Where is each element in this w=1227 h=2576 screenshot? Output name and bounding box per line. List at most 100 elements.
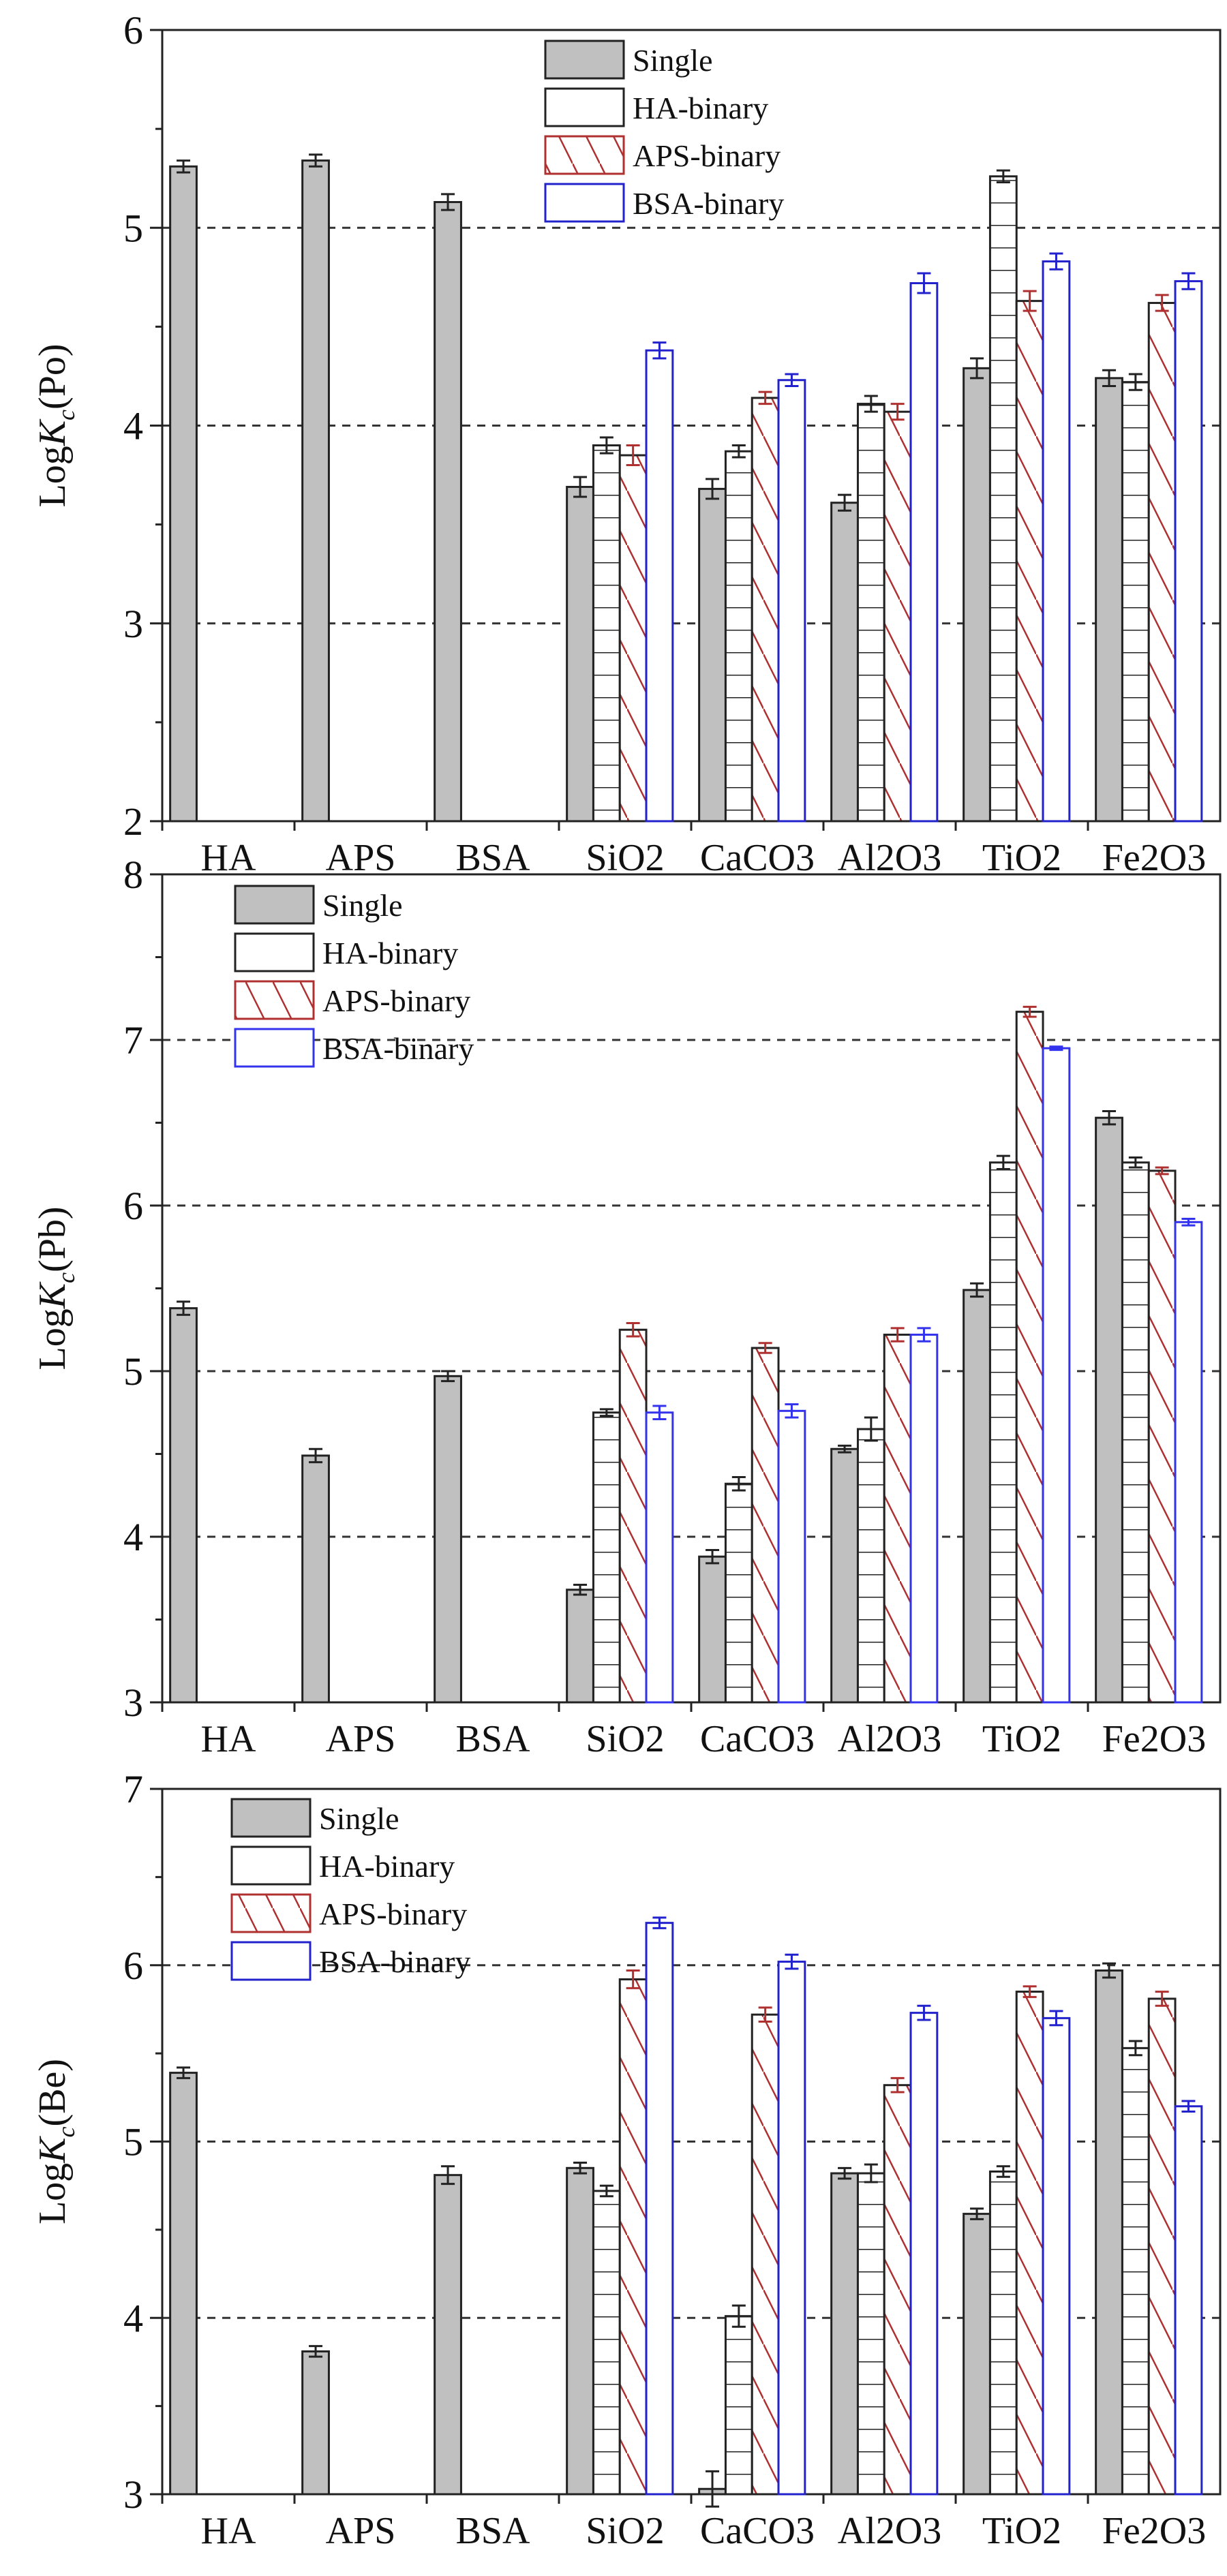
y-tick-label: 3 <box>123 602 143 646</box>
x-tick-label: APS <box>326 2510 396 2552</box>
bar-bsa-binary <box>645 1411 674 1704</box>
bar-aps-binary <box>751 1347 780 1704</box>
y-axis-label: LogKc(Po) <box>31 343 80 507</box>
bar-single <box>169 2072 198 2496</box>
bar-ha-binary <box>592 1411 621 1704</box>
y-tick-label: 3 <box>123 1681 143 1725</box>
legend: Single HA-binary APS-binary BSA-binary <box>544 40 784 223</box>
bar-bsa-binary <box>909 282 939 823</box>
bar-aps-binary <box>883 410 912 823</box>
legend-label: BSA-binary <box>633 186 784 221</box>
bar-ha-binary <box>1121 2046 1150 2496</box>
bar-ha-binary <box>856 403 885 823</box>
y-tick-label: 4 <box>123 404 143 448</box>
bar-single <box>566 1589 594 1704</box>
y-axis-label: LogKc(Pb) <box>31 1206 80 1370</box>
bar-aps-binary <box>1147 1997 1177 2496</box>
bar-single <box>963 1289 991 1704</box>
bar-single <box>169 165 198 823</box>
y-tick-label: 7 <box>123 1767 143 1811</box>
bar-single <box>566 2166 594 2496</box>
bar-single <box>301 159 330 823</box>
legend: Single HA-binary APS-binary BSA-binary <box>234 885 474 1068</box>
y-tick-label: 2 <box>123 799 143 844</box>
legend-label: Single <box>322 888 403 923</box>
legend-swatch <box>544 135 625 175</box>
x-tick-label: TiO2 <box>982 1718 1061 1760</box>
bar-aps-binary <box>883 2084 912 2496</box>
bar-bsa-binary <box>1042 1047 1071 1704</box>
legend-label: BSA-binary <box>319 1944 470 1979</box>
x-tick-label: SiO2 <box>586 1718 664 1760</box>
bar-ha-binary <box>724 1482 753 1704</box>
bar-bsa-binary <box>909 2012 939 2496</box>
bar-bsa-binary <box>1174 1221 1203 1704</box>
legend-label: APS-binary <box>633 138 781 173</box>
chart-panel-2: 3 4 5 6 7 LogKc(Be) HA APS BSA SiO2 CaCO3 Al2O3 TiO2… <box>31 1767 1222 2552</box>
bar-bsa-binary <box>777 1409 806 1704</box>
y-tick-label: 5 <box>123 206 143 250</box>
y-tick-label: 5 <box>123 2120 143 2164</box>
bar-single <box>830 2172 859 2496</box>
bar-ha-binary <box>988 175 1018 823</box>
legend-label: Single <box>319 1801 399 1836</box>
bar-bsa-binary <box>1174 2105 1203 2496</box>
x-tick-label: Al2O3 <box>838 837 941 879</box>
bar-aps-binary <box>618 454 648 823</box>
legend-swatch <box>234 980 315 1020</box>
bar-ha-binary <box>724 450 753 823</box>
bar-single <box>698 1555 727 1704</box>
bar-bsa-binary <box>645 1922 674 2496</box>
y-axis-label: LogKc(Be) <box>31 2059 80 2224</box>
bar-ha-binary <box>988 1161 1018 1704</box>
bar-single <box>301 2350 330 2496</box>
y-tick-label: 4 <box>123 1515 143 1559</box>
bar-aps-binary <box>618 1328 648 1704</box>
legend-label: Single <box>633 43 713 78</box>
x-tick-label: HA <box>201 2510 256 2552</box>
legend-swatch <box>230 1845 312 1886</box>
bar-aps-binary <box>751 2013 780 2496</box>
bar-ha-binary <box>1121 381 1150 823</box>
y-tick-label: 7 <box>123 1018 143 1062</box>
chart-panel-1: 3 4 5 6 7 8 LogKc(Pb) HA APS BSA SiO2 CaCO3 Al2O3 TiO… <box>31 853 1222 1760</box>
bar-single <box>1095 377 1123 823</box>
x-tick-label: Al2O3 <box>838 1718 941 1760</box>
bar-bsa-binary <box>645 349 674 823</box>
legend-label: APS-binary <box>319 1897 467 1931</box>
legend-label: APS-binary <box>322 983 470 1018</box>
bar-single <box>434 2174 462 2496</box>
legend-swatch <box>234 932 315 972</box>
x-tick-label: HA <box>201 837 256 879</box>
x-tick-label: CaCO3 <box>700 837 815 879</box>
bar-single <box>1095 1969 1123 2496</box>
bar-bsa-binary <box>777 379 806 823</box>
y-tick-label: 3 <box>123 2472 143 2517</box>
y-tick-label: 6 <box>123 8 143 52</box>
bar-single <box>301 1454 330 1704</box>
x-tick-label: Fe2O3 <box>1102 1718 1206 1760</box>
legend-swatch <box>230 1941 312 1981</box>
legend-swatch <box>234 1028 315 1068</box>
bar-bsa-binary <box>1174 280 1203 823</box>
x-tick-label: TiO2 <box>982 2510 1061 2552</box>
bar-ha-binary <box>856 1428 885 1704</box>
x-tick-label: CaCO3 <box>700 2510 815 2552</box>
legend-swatch <box>230 1798 312 1838</box>
legend-label: HA-binary <box>322 936 458 970</box>
x-tick-label: Fe2O3 <box>1102 2510 1206 2552</box>
x-tick-label: SiO2 <box>586 2510 664 2552</box>
legend: Single HA-binary APS-binary BSA-binary <box>230 1798 470 1981</box>
x-tick-label: HA <box>201 1718 256 1760</box>
legend-label: BSA-binary <box>322 1031 474 1066</box>
bar-ha-binary <box>856 2172 885 2496</box>
legend-label: HA-binary <box>633 91 768 125</box>
bar-aps-binary <box>751 397 780 823</box>
legend-swatch <box>544 40 625 80</box>
x-tick-label: BSA <box>456 837 530 879</box>
bar-aps-binary <box>1015 1011 1044 1704</box>
bar-ha-binary <box>592 444 621 823</box>
legend-swatch <box>544 87 625 127</box>
bar-aps-binary <box>1147 302 1177 823</box>
x-tick-label: Fe2O3 <box>1102 837 1206 879</box>
